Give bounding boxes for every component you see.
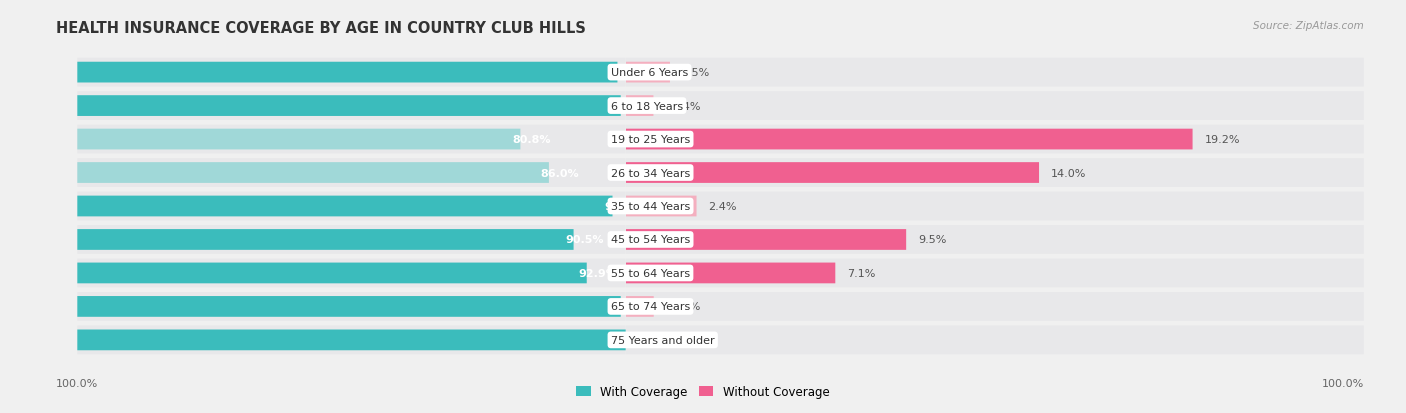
FancyBboxPatch shape [626,263,835,284]
Text: 26 to 34 Years: 26 to 34 Years [610,168,690,178]
FancyBboxPatch shape [626,225,1364,254]
FancyBboxPatch shape [626,96,654,117]
FancyBboxPatch shape [77,263,586,284]
FancyBboxPatch shape [77,192,626,221]
Text: 6 to 18 Years: 6 to 18 Years [610,101,683,112]
Text: Under 6 Years: Under 6 Years [610,68,688,78]
FancyBboxPatch shape [77,96,620,117]
FancyBboxPatch shape [626,129,1192,150]
Text: 19.2%: 19.2% [1205,135,1240,145]
FancyBboxPatch shape [77,292,626,321]
FancyBboxPatch shape [626,326,1364,354]
FancyBboxPatch shape [626,126,1364,154]
FancyBboxPatch shape [77,126,626,154]
Text: 90.5%: 90.5% [565,235,603,245]
Text: Source: ZipAtlas.com: Source: ZipAtlas.com [1253,21,1364,31]
FancyBboxPatch shape [626,192,1364,221]
FancyBboxPatch shape [77,163,548,183]
Text: 98.5%: 98.5% [609,68,648,78]
FancyBboxPatch shape [77,225,626,254]
Text: 100.0%: 100.0% [1322,378,1364,388]
Text: HEALTH INSURANCE COVERAGE BY AGE IN COUNTRY CLUB HILLS: HEALTH INSURANCE COVERAGE BY AGE IN COUN… [56,21,586,36]
Text: 65 to 74 Years: 65 to 74 Years [610,301,690,312]
FancyBboxPatch shape [77,230,574,250]
FancyBboxPatch shape [77,196,613,217]
FancyBboxPatch shape [77,159,626,188]
Text: 2.4%: 2.4% [709,202,737,211]
Text: 100.0%: 100.0% [56,378,98,388]
FancyBboxPatch shape [626,296,654,317]
FancyBboxPatch shape [77,92,626,121]
Text: 97.6%: 97.6% [605,202,643,211]
FancyBboxPatch shape [77,63,617,83]
Text: 99.1%: 99.1% [613,301,651,312]
FancyBboxPatch shape [77,326,626,354]
Text: 92.9%: 92.9% [578,268,617,278]
Text: 80.8%: 80.8% [512,135,551,145]
FancyBboxPatch shape [77,330,626,350]
Text: 99.1%: 99.1% [613,101,651,112]
FancyBboxPatch shape [626,196,696,217]
Text: 14.0%: 14.0% [1050,168,1087,178]
Text: 0.94%: 0.94% [665,101,700,112]
FancyBboxPatch shape [626,92,1364,121]
FancyBboxPatch shape [77,296,620,317]
Text: 86.0%: 86.0% [541,168,579,178]
Text: 55 to 64 Years: 55 to 64 Years [610,268,690,278]
Legend: With Coverage, Without Coverage: With Coverage, Without Coverage [572,381,834,403]
FancyBboxPatch shape [626,159,1364,188]
Text: 75 Years and older: 75 Years and older [610,335,714,345]
FancyBboxPatch shape [626,59,1364,87]
FancyBboxPatch shape [626,230,905,250]
Text: 7.1%: 7.1% [846,268,876,278]
FancyBboxPatch shape [77,129,520,150]
Text: 35 to 44 Years: 35 to 44 Years [610,202,690,211]
Text: 45 to 54 Years: 45 to 54 Years [610,235,690,245]
Text: 1.5%: 1.5% [682,68,710,78]
Text: 0.95%: 0.95% [665,301,702,312]
FancyBboxPatch shape [626,63,669,83]
Text: 0.0%: 0.0% [637,335,665,345]
FancyBboxPatch shape [77,59,626,87]
FancyBboxPatch shape [626,292,1364,321]
Text: 19 to 25 Years: 19 to 25 Years [610,135,690,145]
Text: 100.0%: 100.0% [617,335,664,345]
FancyBboxPatch shape [626,163,1039,183]
FancyBboxPatch shape [626,259,1364,287]
FancyBboxPatch shape [77,259,626,287]
Text: 9.5%: 9.5% [918,235,946,245]
